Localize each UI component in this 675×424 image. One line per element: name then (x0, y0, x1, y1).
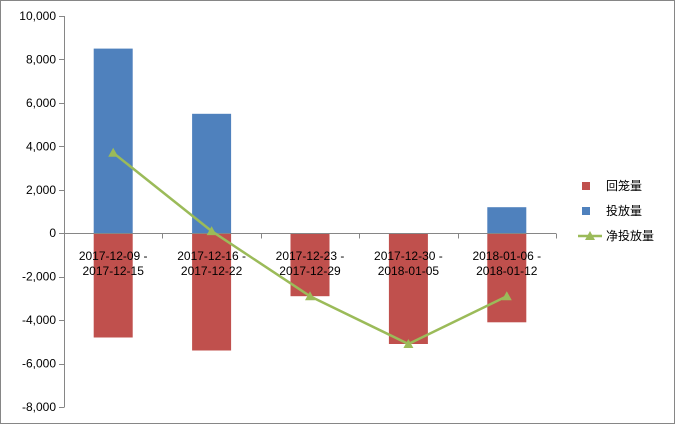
x-tick-label: 2017-12-16 -2017-12-22 (177, 249, 246, 278)
x-tick-label-line: 2017-12-22 (181, 264, 243, 278)
legend-label-net-injection: 净投放量 (606, 228, 654, 243)
y-tick-label: -2,000 (22, 270, 56, 284)
marker-net-injection-4 (403, 339, 414, 348)
bar-injection-5 (487, 207, 527, 234)
legend-item-net-injection: 净投放量 (578, 228, 654, 243)
line-series (108, 147, 512, 348)
x-tick-label-line: 2018-01-12 (476, 264, 538, 278)
bar-withdrawal-1 (93, 233, 133, 338)
bar-withdrawal-3 (290, 233, 330, 297)
x-tick-label-line: 2017-12-09 - (79, 249, 148, 263)
legend-label-withdrawal: 回笼量 (606, 178, 642, 193)
x-tick-label-line: 2017-12-23 - (276, 249, 345, 263)
marker-net-injection-2 (206, 226, 217, 236)
marker-net-injection-1 (108, 147, 119, 157)
x-tick-label: 2017-12-23 -2017-12-29 (276, 249, 345, 278)
y-axis-labels: 10,000 8,000 6,000 4,000 2,000 0 -2,000 -4,000 -… (19, 9, 56, 414)
x-tick-label-line: 2018-01-06 - (472, 249, 541, 263)
x-tick-label-line: 2017-12-15 (83, 264, 145, 278)
marker-net-injection-5 (501, 291, 512, 301)
legend-item-injection: 投放量 (582, 203, 642, 218)
y-tick-label: 2,000 (26, 183, 56, 197)
bar-withdrawal-4 (388, 233, 428, 344)
legend-swatch-withdrawal (582, 182, 590, 190)
bar-withdrawal-2 (192, 233, 232, 351)
marker-net-injection-3 (305, 291, 315, 301)
x-tick-label-line: 2017-12-29 (279, 264, 341, 278)
bar-withdrawal-5 (487, 233, 527, 323)
y-tick-label: 4,000 (26, 139, 56, 153)
legend: 回笼量 投放量 净投放量 (578, 178, 654, 243)
y-tick-label: 6,000 (26, 96, 56, 110)
y-tick-label: -8,000 (22, 400, 56, 414)
bars (93, 48, 527, 351)
y-tick-label: -4,000 (22, 313, 56, 327)
y-tick-label: -6,000 (22, 357, 56, 371)
axes (59, 16, 557, 408)
x-tick-label-line: 2018-01-05 (378, 264, 440, 278)
y-tick-label: 10,000 (19, 9, 56, 23)
bar-injection-1 (93, 48, 133, 234)
x-tick-label-line: 2017-12-16 - (177, 249, 246, 263)
y-tick-label: 0 (49, 226, 56, 240)
x-tick-label-line: 2017-12-30 - (374, 249, 443, 263)
legend-swatch-injection (582, 207, 590, 215)
y-tick-label: 8,000 (26, 52, 56, 66)
legend-item-withdrawal: 回笼量 (582, 178, 642, 193)
x-tick-label: 2017-12-30 -2018-01-05 (374, 249, 443, 278)
bar-injection-2 (192, 113, 232, 234)
x-tick-label: 2018-01-06 -2018-01-12 (472, 249, 541, 278)
legend-label-injection: 投放量 (606, 203, 642, 218)
x-tick-label: 2017-12-09 -2017-12-15 (79, 249, 148, 278)
legend-triangle-icon (585, 231, 595, 240)
